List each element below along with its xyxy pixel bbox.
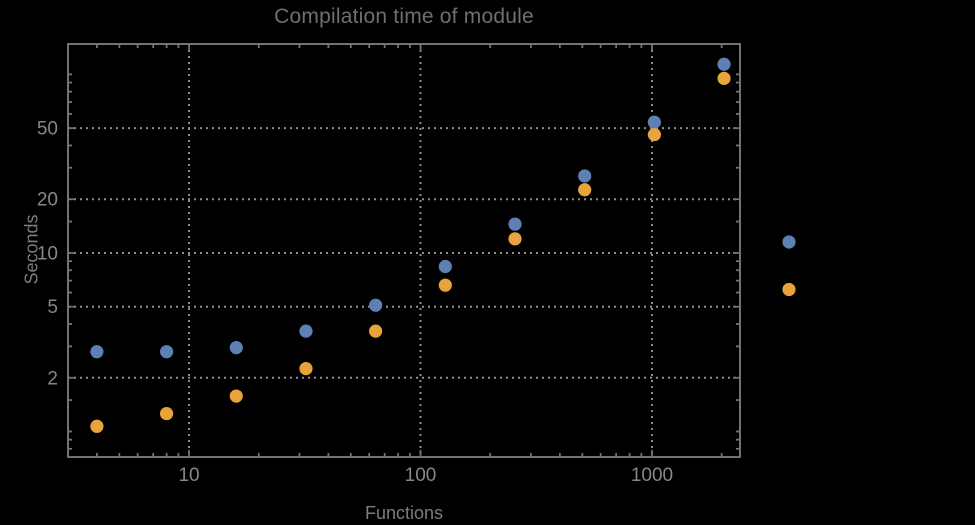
data-point-series-orange-x64 bbox=[369, 324, 383, 338]
data-point-series-blue-x8 bbox=[160, 345, 174, 359]
data-point-series-blue-x128 bbox=[438, 259, 452, 274]
x-tick-label-1000: 1000 bbox=[631, 465, 673, 486]
data-point-series-blue-x32 bbox=[299, 324, 313, 338]
data-point-series-orange-x2048 bbox=[717, 71, 731, 85]
data-point-series-orange-x1024 bbox=[647, 128, 661, 142]
data-point-series-orange-x8 bbox=[160, 407, 174, 421]
data-point-series-orange-x128 bbox=[438, 278, 452, 292]
data-point-series-blue-x1024 bbox=[647, 115, 661, 129]
data-point-series-orange-x16 bbox=[229, 389, 243, 403]
data-point-series-orange-x256 bbox=[508, 232, 522, 246]
y-tick-label-2: 2 bbox=[47, 368, 58, 389]
data-point-series-blue-x512 bbox=[578, 169, 592, 183]
x-tick-label-100: 100 bbox=[405, 465, 437, 486]
legend-marker-1 bbox=[782, 235, 796, 249]
plot-frame bbox=[67, 43, 741, 458]
data-point-series-orange-x512 bbox=[578, 183, 592, 197]
data-point-series-blue-x4 bbox=[90, 345, 104, 359]
y-tick-label-5: 5 bbox=[47, 297, 58, 318]
data-point-series-orange-x32 bbox=[299, 362, 313, 376]
data-point-series-blue-x2048 bbox=[717, 57, 731, 71]
y-tick-label-20: 20 bbox=[37, 190, 58, 211]
data-point-series-blue-x256 bbox=[508, 217, 522, 231]
x-tick-label-10: 10 bbox=[178, 465, 199, 486]
data-point-series-blue-x64 bbox=[369, 298, 383, 312]
chart-title: Compilation time of module bbox=[274, 5, 534, 28]
y-tick-label-50: 50 bbox=[37, 119, 58, 140]
data-point-series-orange-x4 bbox=[90, 419, 104, 433]
x-axis-label: Functions bbox=[364, 503, 444, 523]
y-tick-label-10: 10 bbox=[37, 243, 58, 264]
data-point-series-blue-x16 bbox=[229, 341, 243, 355]
legend-marker-2 bbox=[782, 282, 796, 297]
